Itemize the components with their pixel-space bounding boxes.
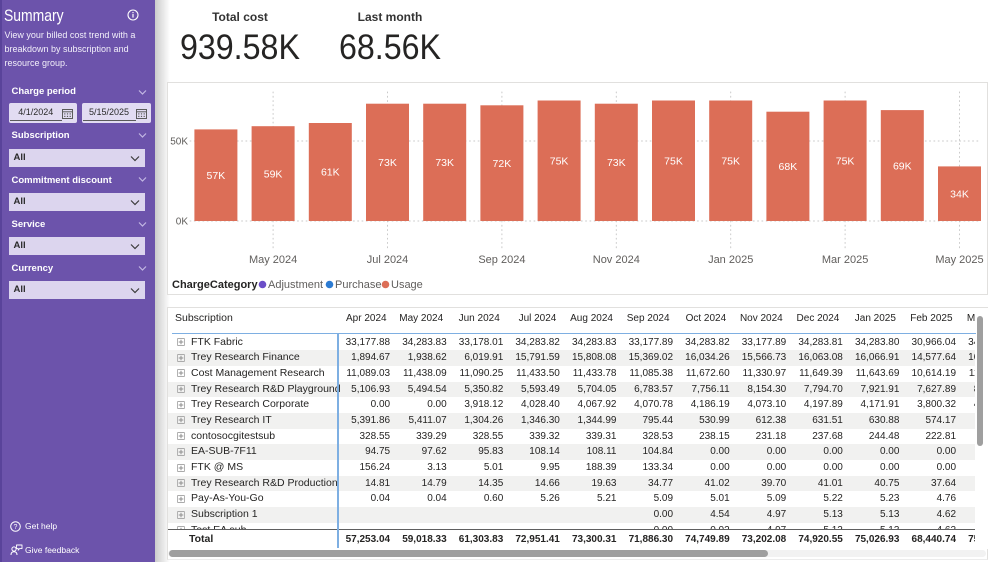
svg-text:59K: 59K xyxy=(264,168,283,180)
svg-text:75K: 75K xyxy=(721,155,740,167)
svg-text:75K: 75K xyxy=(836,155,855,167)
svg-text:Adjustment: Adjustment xyxy=(268,279,323,291)
svg-text:Jul 2024: Jul 2024 xyxy=(367,254,409,266)
svg-text:Sep 2024: Sep 2024 xyxy=(478,254,525,266)
svg-text:50K: 50K xyxy=(170,137,188,148)
svg-text:75K: 75K xyxy=(550,155,569,167)
svg-text:34K: 34K xyxy=(950,188,969,200)
svg-text:57K: 57K xyxy=(207,170,226,182)
svg-text:Purchase: Purchase xyxy=(335,279,381,291)
svg-text:73K: 73K xyxy=(435,157,454,169)
svg-text:ChargeCategory: ChargeCategory xyxy=(172,279,258,291)
svg-text:75K: 75K xyxy=(664,155,683,167)
svg-text:73K: 73K xyxy=(607,157,626,169)
svg-text:72K: 72K xyxy=(493,158,512,170)
svg-text:61K: 61K xyxy=(321,167,340,179)
svg-text:Mar 2025: Mar 2025 xyxy=(822,254,868,266)
svg-text:69K: 69K xyxy=(893,160,912,172)
svg-text:73K: 73K xyxy=(378,157,397,169)
svg-text:Jan 2025: Jan 2025 xyxy=(708,254,753,266)
svg-text:Usage: Usage xyxy=(391,279,423,291)
svg-text:?: ? xyxy=(14,524,18,531)
svg-text:0K: 0K xyxy=(176,217,189,228)
svg-text:May 2024: May 2024 xyxy=(249,254,297,266)
svg-text:May 2025: May 2025 xyxy=(935,254,983,266)
svg-text:68K: 68K xyxy=(779,161,798,173)
svg-text:Nov 2024: Nov 2024 xyxy=(593,254,640,266)
